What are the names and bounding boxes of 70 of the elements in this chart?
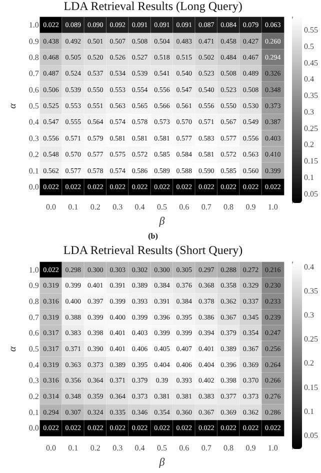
x-tick-label: 0.6 bbox=[179, 444, 190, 453]
y-tick-label: 0.8 bbox=[28, 52, 39, 62]
y-tick-label: 0.0 bbox=[28, 424, 39, 433]
y-tick-label: 0.3 bbox=[28, 134, 39, 143]
x-tick-label: 0.0 bbox=[46, 202, 56, 212]
x-tick-label: 0.2 bbox=[90, 202, 100, 212]
color-bar-label: 0.3 bbox=[304, 310, 314, 320]
x-tick-label: 0.0 bbox=[46, 444, 56, 453]
y-tick-label: 0.5 bbox=[28, 102, 39, 111]
x-tick-label: 1.0 bbox=[268, 444, 278, 453]
x-tick-label: 0.3 bbox=[112, 202, 123, 212]
y-tick-label: 0.8 bbox=[28, 297, 39, 306]
chart-title: LDA Retrieval Results (Long Query) bbox=[64, 0, 242, 13]
x-tick-label: 0.3 bbox=[112, 444, 123, 453]
color-bar-label: 0.1 bbox=[304, 172, 314, 182]
x-axis-title: β bbox=[158, 456, 166, 468]
y-tick-label: 0.9 bbox=[28, 281, 39, 290]
y-axis-title: α bbox=[8, 102, 18, 109]
y-tick-label: 0.0 bbox=[28, 182, 39, 192]
color-bar-label: 0.15 bbox=[304, 156, 318, 166]
color-bar-label: 0.35 bbox=[304, 286, 318, 296]
x-tick-label: 0.8 bbox=[224, 444, 234, 453]
x-tick-label: 0.5 bbox=[156, 444, 167, 453]
y-tick-label: 0.5 bbox=[28, 344, 39, 354]
x-tick-label: 0.7 bbox=[201, 202, 212, 212]
y-tick-label: 1.0 bbox=[28, 265, 39, 274]
x-tick-label: 0.1 bbox=[68, 202, 78, 212]
y-tick-label: 0.7 bbox=[28, 312, 39, 322]
color-bar-label: 0.2 bbox=[304, 358, 314, 368]
y-tick-label: 0.4 bbox=[28, 118, 39, 127]
y-tick-label: 1.0 bbox=[28, 20, 39, 30]
color-bar-label: 0.55 bbox=[304, 26, 318, 35]
x-tick-label: 0.7 bbox=[201, 444, 212, 453]
color-bar-label: 0.5 bbox=[304, 42, 314, 51]
y-tick-label: 0.6 bbox=[28, 328, 39, 338]
color-bar-label: 0.05 bbox=[304, 431, 318, 440]
y-tick-label: 0.6 bbox=[28, 85, 39, 94]
color-bar-label: 0.3 bbox=[304, 107, 314, 116]
y-tick-label: 0.1 bbox=[28, 408, 39, 417]
y-tick-label: 0.2 bbox=[28, 150, 39, 160]
color-bar-label: 0.25 bbox=[304, 334, 318, 344]
y-tick-label: 0.9 bbox=[28, 36, 39, 46]
color-bar-label: 0.45 bbox=[304, 58, 318, 68]
x-tick-label: 0.4 bbox=[134, 202, 145, 212]
y-axis-title: α bbox=[8, 346, 18, 352]
x-tick-label: 0.5 bbox=[156, 202, 167, 212]
y-tick-label: 0.2 bbox=[28, 392, 39, 402]
color-bar-label: 0.1 bbox=[304, 406, 314, 416]
color-bar-label: 0.35 bbox=[304, 91, 318, 100]
x-tick-label: 0.8 bbox=[224, 202, 234, 212]
x-tick-label: 0.9 bbox=[246, 444, 256, 453]
x-tick-label: 0.9 bbox=[246, 202, 256, 212]
x-tick-label: 1.0 bbox=[268, 202, 278, 212]
color-bar-label: 0.05 bbox=[304, 189, 318, 198]
y-tick-label: 0.4 bbox=[28, 360, 39, 370]
color-bar-label: 0.25 bbox=[304, 124, 318, 133]
x-tick-label: 0.4 bbox=[134, 444, 145, 453]
x-tick-label: 0.1 bbox=[68, 444, 78, 453]
text: (b) bbox=[148, 232, 158, 240]
color-bar-label: 0.4 bbox=[304, 74, 314, 84]
color-bar-label: 0.4 bbox=[304, 262, 314, 272]
x-tick-label: 0.2 bbox=[90, 444, 100, 453]
color-bar-label: 0.15 bbox=[304, 382, 318, 392]
color-bar-label: 0.2 bbox=[304, 140, 314, 150]
y-tick-label: 0.1 bbox=[28, 166, 39, 176]
x-axis-title: β bbox=[158, 216, 166, 228]
y-tick-label: 0.3 bbox=[28, 376, 39, 386]
y-tick-label: 0.7 bbox=[28, 69, 39, 78]
chart-title: LDA Retrieval Results (Short Query) bbox=[63, 243, 243, 257]
x-tick-label: 0.6 bbox=[179, 202, 190, 212]
